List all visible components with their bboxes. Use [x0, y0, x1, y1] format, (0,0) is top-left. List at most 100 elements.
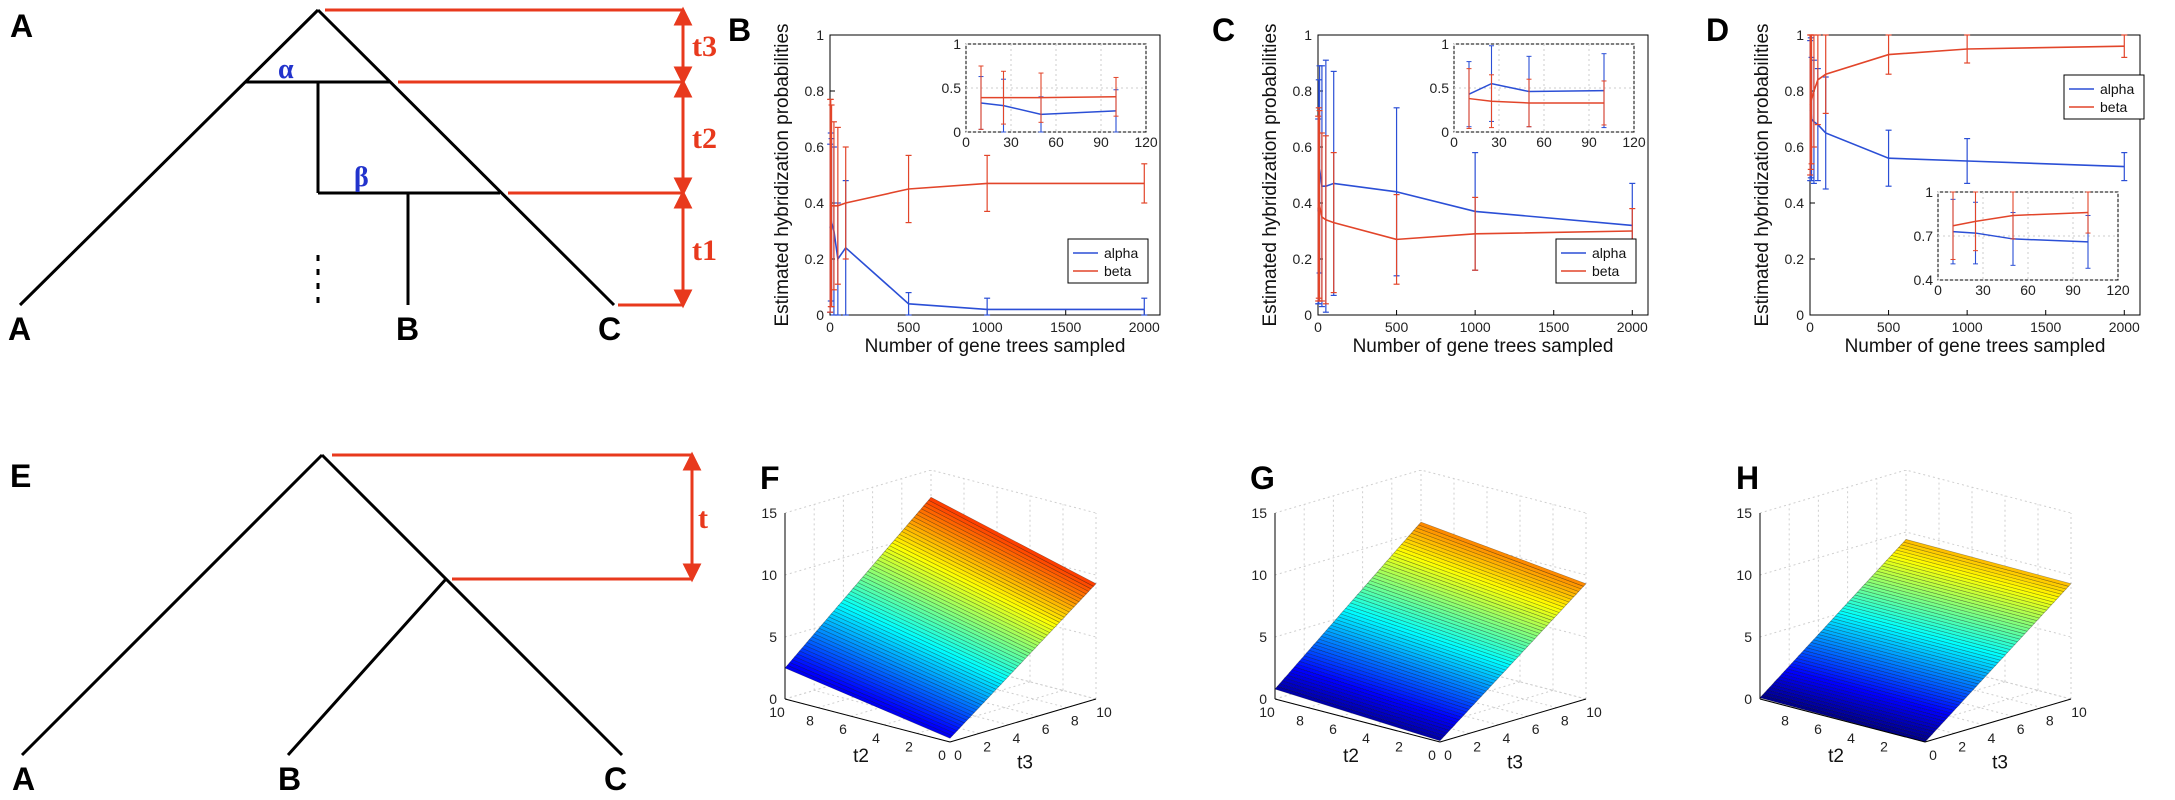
y-tick-label: 0.6: [1293, 139, 1313, 155]
chart-h: 051015t86420246810t2t3: [1736, 470, 2087, 774]
floor-grid-line: [930, 655, 1097, 700]
t3-tick-label: 4: [1013, 730, 1021, 746]
leaf-label-c: C: [598, 311, 621, 347]
t2-axis-label: t2: [1828, 746, 1844, 767]
tree-branch: [286, 577, 448, 757]
x-tick-label: 500: [1385, 319, 1409, 335]
t3-tick-label: 2: [983, 738, 991, 754]
inset-y-tick-label: 1: [1925, 184, 1933, 200]
inset-y-tick-label: 0: [953, 124, 961, 140]
inset-y-tick-label: 1: [953, 36, 961, 52]
leaf-label-c: C: [604, 761, 627, 797]
leaf-label-a: A: [12, 761, 35, 797]
z-tick-label: 0: [1259, 691, 1267, 707]
inset-x-tick-label: 30: [1003, 134, 1019, 150]
y-tick-label: 0.2: [1785, 251, 1805, 267]
y-axis-label: Estimated hybridization probabilities: [1260, 23, 1281, 326]
z-tick-label: 10: [761, 567, 777, 583]
inset-x-tick-label: 90: [1093, 134, 1109, 150]
arrowhead: [673, 289, 693, 309]
panel-label-e: E: [10, 458, 32, 494]
t2-tick-label: 8: [1781, 713, 1789, 729]
inset-x-tick-label: 120: [2106, 282, 2130, 298]
panel-label-c: C: [1212, 12, 1236, 48]
leaf-label-b: B: [278, 761, 301, 797]
panel-label-h: H: [1736, 460, 1760, 496]
floor-grid-line: [1905, 655, 2072, 700]
t2-tick-label: 8: [806, 713, 814, 729]
t3-tick-label: 0: [1444, 747, 1452, 763]
x-tick-label: 500: [897, 319, 921, 335]
x-tick-label: 1000: [1952, 319, 1983, 335]
surface-strip: [1903, 539, 2072, 587]
t2-tick-label: 2: [1880, 738, 1888, 754]
t3-tick-label: 8: [1561, 713, 1569, 729]
t3-tick-label: 6: [1532, 721, 1540, 737]
x-tick-label: 0: [1806, 319, 1814, 335]
t2-tick-label: 6: [839, 721, 847, 737]
arrowhead: [673, 78, 693, 98]
inset-x-tick-label: 120: [1134, 134, 1158, 150]
inset-line-alpha: [1952, 230, 2089, 243]
t3-axis: [1439, 698, 1587, 743]
legend-label-alpha: alpha: [1104, 245, 1138, 261]
time-label-t: t: [698, 502, 708, 535]
inset-line-beta: [981, 96, 1117, 99]
y-tick-label: 0.2: [1293, 251, 1313, 267]
inset-x-tick-label: 0: [1934, 282, 1942, 298]
arrowhead: [673, 189, 693, 209]
t2-tick-label: 6: [1329, 721, 1337, 737]
arrowhead: [673, 66, 693, 86]
inset-line-beta: [1468, 97, 1604, 104]
z-tick-label: 5: [1744, 629, 1752, 645]
y-tick-label: 0.8: [805, 83, 825, 99]
z-tick-label: 15: [1251, 505, 1267, 521]
y-tick-label: 1: [816, 27, 824, 43]
x-tick-label: 0: [1314, 319, 1322, 335]
t2-axis: [1274, 698, 1441, 743]
t3-tick-label: 2: [1958, 738, 1966, 754]
floor-grid-line: [1420, 655, 1587, 700]
inset-y-tick-label: 0.4: [1914, 272, 1934, 288]
time-label-t1: t1: [692, 234, 717, 267]
x-tick-label: 1000: [972, 319, 1003, 335]
t3-axis-label: t3: [1017, 753, 1033, 774]
inset-y-tick-label: 0: [1441, 124, 1449, 140]
z-tick-label: 0: [1744, 691, 1752, 707]
t3-tick-label: 10: [1096, 704, 1112, 720]
node-label-alpha: α: [278, 54, 294, 85]
back-grid-line: [1274, 470, 1587, 514]
inset-x-tick-label: 30: [1491, 134, 1507, 150]
t2-tick-label: 0: [938, 747, 946, 763]
y-tick-label: 0.6: [805, 139, 825, 155]
t3-tick-label: 8: [2046, 713, 2054, 729]
t2-tick-label: 8: [1296, 713, 1304, 729]
t3-tick-label: 4: [1503, 730, 1511, 746]
t2-tick-label: 4: [1362, 730, 1370, 746]
network-tree-top: t3 t2 t1 α β A B C: [8, 6, 717, 347]
inset-x-tick-label: 90: [1581, 134, 1597, 150]
inset-x-tick-label: 0: [1450, 134, 1458, 150]
inset-x-tick-label: 120: [1622, 134, 1646, 150]
panel-label-g: G: [1250, 460, 1275, 496]
y-tick-label: 0.8: [1785, 83, 1805, 99]
x-tick-label: 1000: [1460, 319, 1491, 335]
z-tick-label: 10: [1251, 567, 1267, 583]
inset-x-tick-label: 60: [1048, 134, 1064, 150]
arrowhead: [682, 563, 702, 583]
inset-y-tick-label: 0.7: [1914, 228, 1934, 244]
time-label-t2: t2: [692, 122, 717, 155]
y-tick-label: 0: [816, 307, 824, 323]
inset-line-beta: [1952, 211, 2089, 227]
y-tick-label: 0.6: [1785, 139, 1805, 155]
x-tick-label: 500: [1877, 319, 1901, 335]
x-tick-label: 2000: [1129, 319, 1160, 335]
chart-f: 051015t10864200246810t2t3: [761, 470, 1112, 774]
legend-label-alpha: alpha: [2100, 81, 2134, 97]
tree-branch: [320, 453, 624, 757]
leaf-label-a: A: [8, 311, 31, 347]
time-label-t3: t3: [692, 30, 717, 63]
